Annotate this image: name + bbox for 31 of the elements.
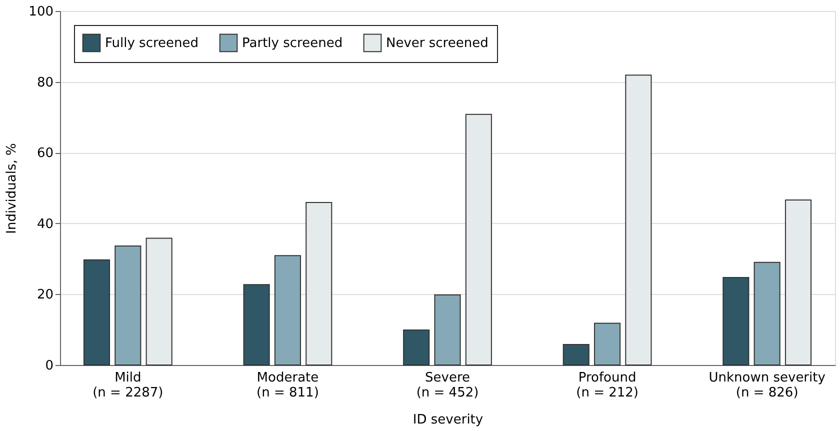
bar [274, 255, 301, 366]
bar [403, 329, 430, 366]
bar [784, 200, 812, 366]
bar [562, 344, 590, 366]
bar [594, 322, 621, 366]
legend-label: Partly screened [242, 36, 343, 51]
y-tick-label: 40 [36, 216, 54, 232]
bar [146, 238, 172, 366]
y-tick-label: 80 [36, 75, 54, 90]
x-axis-title: ID severity [412, 412, 484, 428]
bar [306, 202, 332, 366]
x-tick-label: Moderate (n = 811) [256, 370, 319, 400]
x-tick-label: Severe (n = 452) [416, 370, 479, 400]
bar [625, 74, 652, 366]
bar [434, 294, 461, 366]
y-tick-label: 20 [36, 288, 54, 303]
y-axis-title: Individuals, % [4, 143, 20, 234]
bar [83, 259, 110, 366]
y-tick-label: 0 [45, 358, 54, 374]
bar [114, 246, 142, 366]
x-tick-label: Mild (n = 2287) [92, 370, 164, 400]
bar [722, 277, 750, 366]
bar [465, 114, 492, 366]
bar [754, 262, 780, 366]
legend-label: Fully screened [105, 36, 199, 51]
y-tick-label: 60 [36, 146, 54, 162]
legend-label: Never screened [386, 36, 488, 51]
x-tick-label: Unknown severity (n = 826) [708, 370, 826, 400]
x-tick-label: Profound (n = 212) [576, 370, 638, 400]
y-tick-label: 100 [28, 4, 54, 20]
bar [243, 284, 270, 366]
